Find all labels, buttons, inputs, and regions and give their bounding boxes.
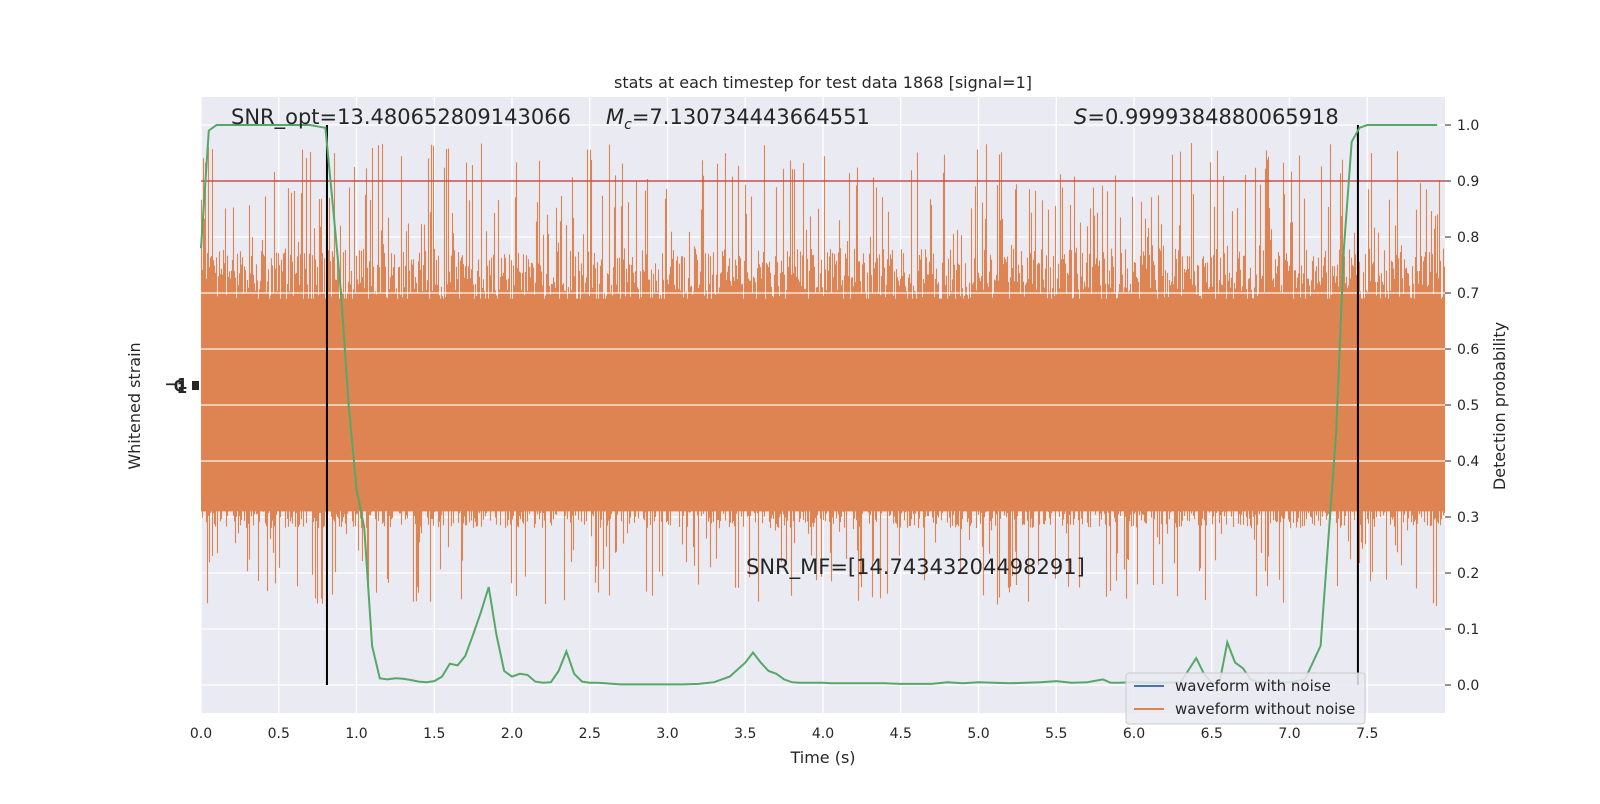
left-y-axis-label: Whitened strain [125,342,144,469]
whitened-strain-series [200,143,1446,606]
x-tick-label: 5.0 [967,726,989,742]
x-tick-label: 1.5 [423,726,445,742]
x-tick-label: 0.0 [190,726,212,742]
event-markers [325,125,1359,685]
y-tick-label: 0.7 [1457,286,1479,302]
chart-title: stats at each timestep for test data 186… [614,73,1032,92]
legend-label-with-noise: waveform with noise [1175,677,1331,695]
x-tick-label: 7.5 [1356,726,1378,742]
legend-label-without-noise: waveform without noise [1175,700,1355,718]
legend-box [1125,672,1366,725]
x-tick-label: 4.0 [812,726,834,742]
x-tick-labels: 0.0 0.5 1.0 1.5 2.0 2.5 3.0 3.5 4.0 4.5 5.0 5.5 6.0 6… [190,726,1379,742]
chirp-mass-annotation: Mc=7.130734443664551 [606,105,870,133]
detection-probability-line [200,124,1438,686]
y-tick-label: 0.4 [1457,454,1479,470]
x-axis-label: Time (s) [789,748,855,767]
s-annotation: S=0.9999384880065918 [1074,105,1339,129]
snr-mf-annotation: SNR_MF=[14.74343204498291] [746,555,1085,580]
y-tick-label: 0.9 [1457,174,1479,190]
x-tick-label: 5.5 [1045,726,1067,742]
y-tick-label: 1.0 [1457,118,1479,134]
y-tick-label: 0.2 [1457,566,1479,582]
left-y-tick-mark [192,381,199,390]
x-tick-label: 0.5 [268,726,290,742]
y-tick-label: 0.5 [1457,398,1479,414]
left-y-tick-labels: −101 [164,375,199,397]
x-tick-label: 6.0 [1123,726,1145,742]
x-tick-label: 2.5 [579,726,601,742]
x-tick-label: 6.5 [1201,726,1223,742]
x-tick-label: 7.0 [1278,726,1300,742]
left-y-tick-label: 1 [177,379,187,397]
y-tick-label: 0.6 [1457,342,1479,358]
x-tick-label: 3.5 [734,726,756,742]
left-y-tick-label: 0 [174,377,184,395]
y-tick-label: 0.0 [1457,678,1479,694]
snr-opt-annotation: SNR_opt=13.480652809143066 [231,105,571,130]
left-y-tick-label: −1 [164,375,187,393]
legend: waveform with noise waveform without noi… [1125,672,1366,725]
x-tick-label: 2.0 [501,726,523,742]
y-tick-label: 0.3 [1457,510,1479,526]
right-y-axis-label: Detection probability [1490,322,1509,490]
y-tick-label: 0.1 [1457,622,1479,638]
right-y-tick-labels: 0.0 0.1 0.2 0.3 0.4 0.5 0.6 0.7 0.8 0.9 1.0 [1445,118,1479,694]
y-tick-label: 0.8 [1457,230,1479,246]
x-tick-label: 4.5 [890,726,912,742]
x-tick-label: 3.0 [656,726,678,742]
x-tick-label: 1.0 [345,726,367,742]
